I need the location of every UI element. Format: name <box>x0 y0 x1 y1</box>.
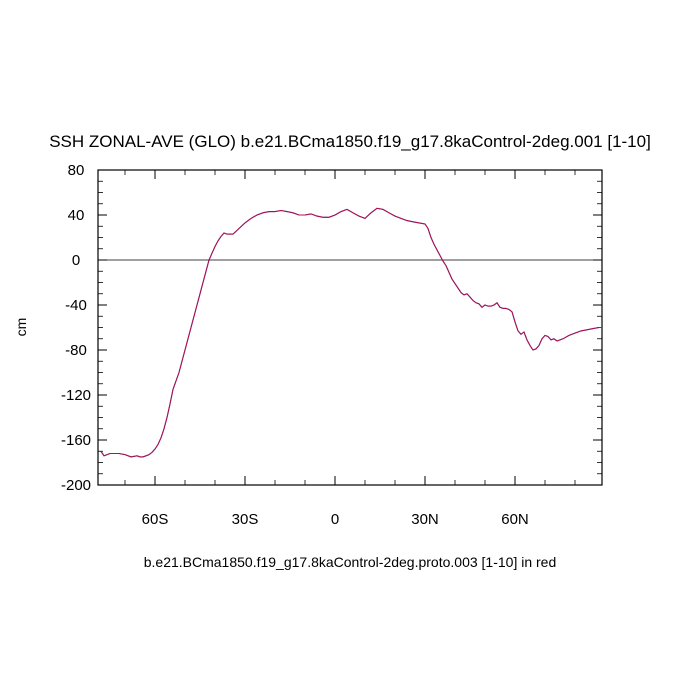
y-tick-label: 80 <box>68 162 85 179</box>
y-tick-label: 0 <box>72 252 80 269</box>
x-tick-label: 60S <box>142 511 169 528</box>
minor-ticks <box>98 170 602 485</box>
y-tick-label: -160 <box>61 432 91 449</box>
y-tick-label: -200 <box>61 477 91 494</box>
y-tick-label: 40 <box>68 207 85 224</box>
plot-frame <box>97 169 603 486</box>
series-line-red <box>100 207 602 458</box>
x-tick-label: 30S <box>232 511 259 528</box>
x-tick-label: 0 <box>331 511 339 528</box>
major-ticks <box>98 169 602 486</box>
x-tick-label: 30N <box>411 511 439 528</box>
chart-subtitle: b.e21.BCma1850.f19_g17.8kaControl-2deg.p… <box>144 554 557 570</box>
y-tick-label: -40 <box>65 297 87 314</box>
x-tick-labels: 60S 30S 0 30N 60N <box>142 511 529 528</box>
x-tick-label: 60N <box>501 511 529 528</box>
y-tick-label: -80 <box>65 342 87 359</box>
series-line-black <box>100 207 602 458</box>
y-tick-label: -120 <box>61 387 91 404</box>
y-tick-labels: 80 40 0 -40 -80 -120 -160 -200 <box>61 162 91 494</box>
chart-title: SSH ZONAL-AVE (GLO) b.e21.BCma1850.f19_g… <box>49 132 651 151</box>
y-axis-label: cm <box>13 318 29 337</box>
